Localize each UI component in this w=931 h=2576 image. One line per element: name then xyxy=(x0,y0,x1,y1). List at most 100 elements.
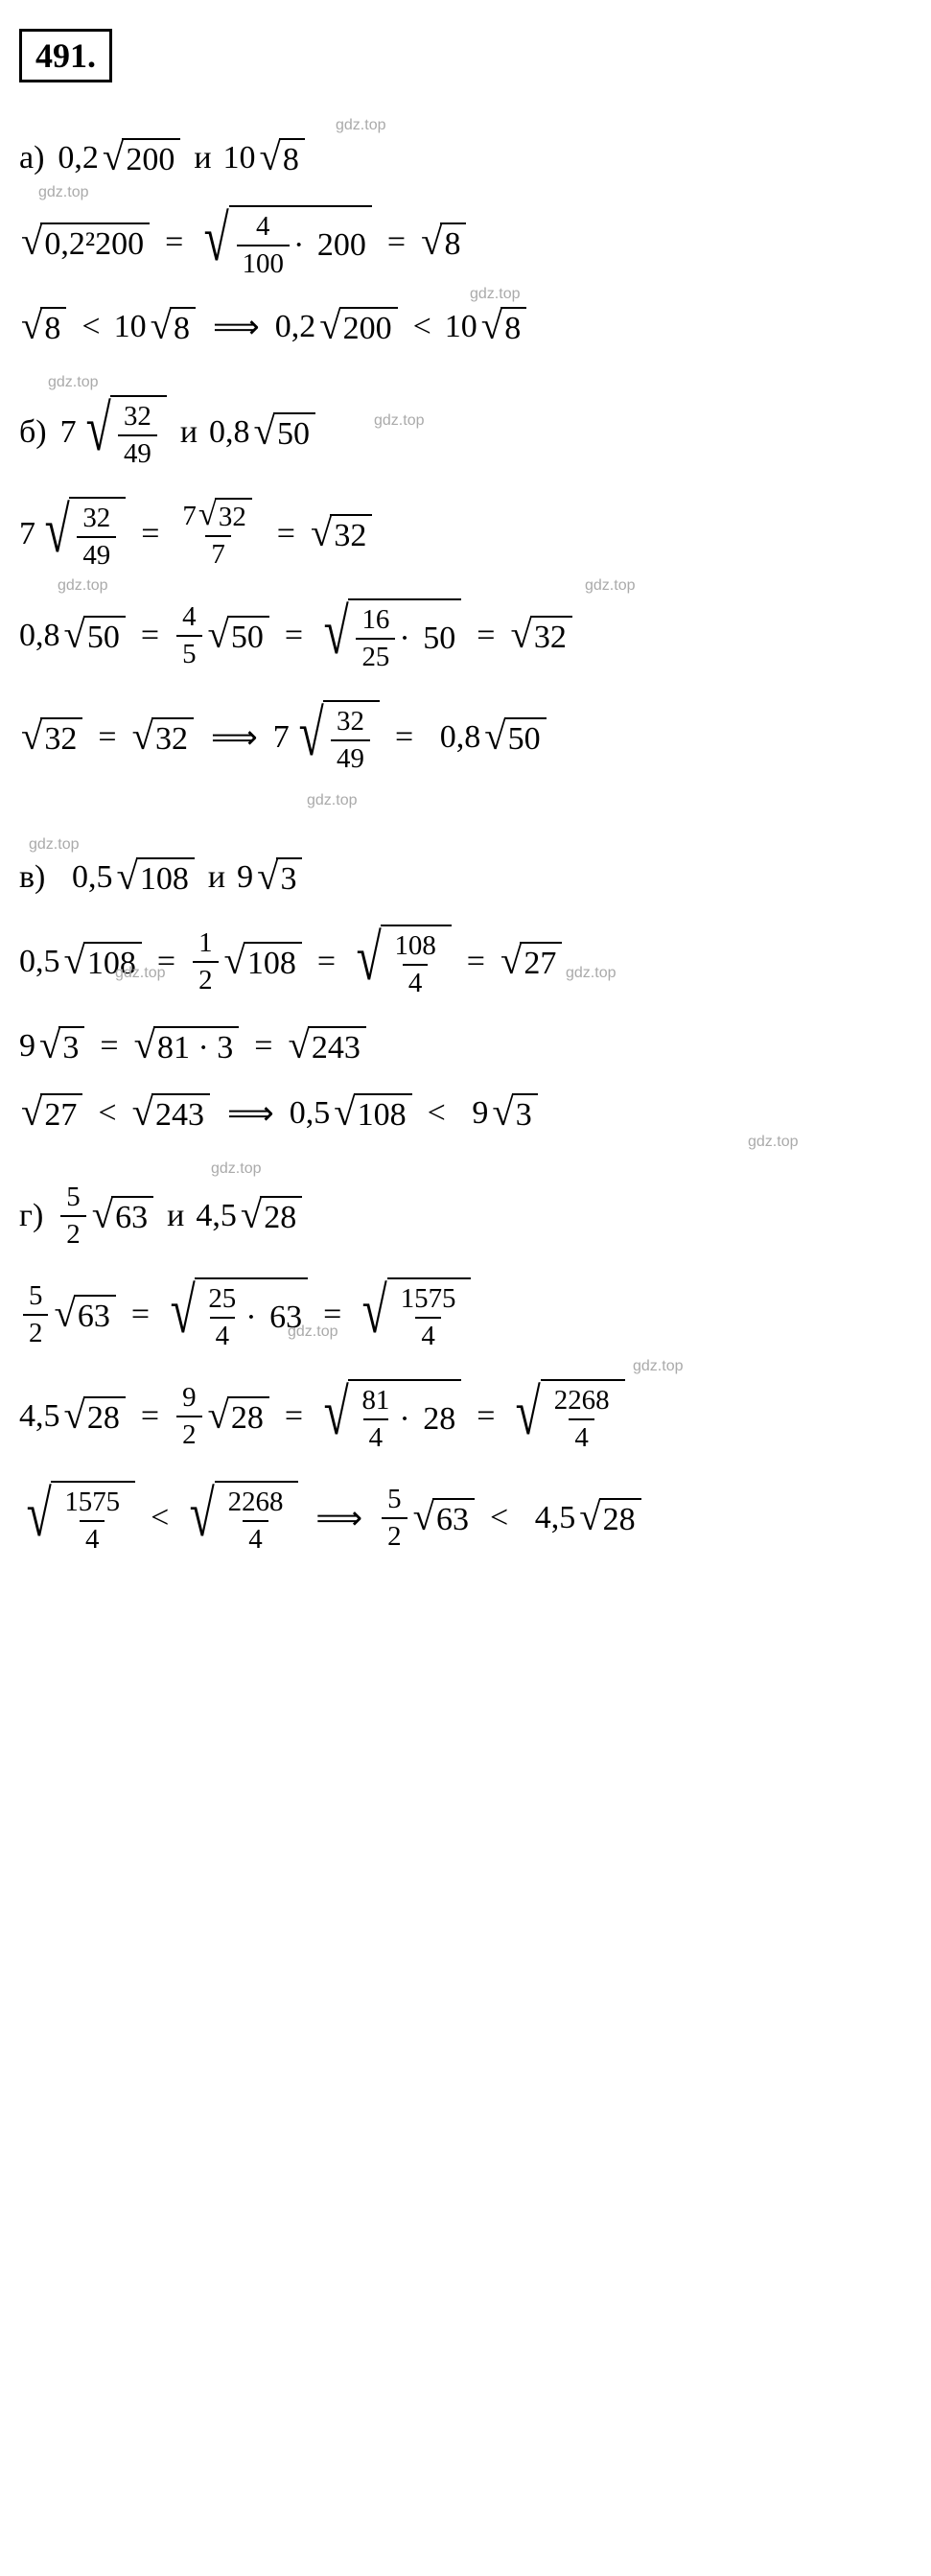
coef: 0,8 xyxy=(440,719,481,756)
equals: = xyxy=(395,719,413,756)
part-b-header: gdz.top gdz.top б) 7 √ 3249 и 0,8 √50 xyxy=(19,395,912,470)
sqrt: √27 xyxy=(21,1093,82,1134)
fraction: 4100 xyxy=(237,211,290,280)
sqrt: √ 3249 xyxy=(293,700,380,775)
and: и xyxy=(194,140,211,176)
sqrt: √8 xyxy=(421,222,466,263)
coef: 9 xyxy=(19,1028,35,1065)
sqrt: √32 xyxy=(510,616,571,656)
coef: 7 xyxy=(19,516,35,552)
equals: = xyxy=(277,516,295,552)
sqrt: √200 xyxy=(319,307,397,347)
sqrt: √243 xyxy=(288,1026,365,1066)
coef: 9 xyxy=(472,1095,488,1132)
dot: · xyxy=(245,1300,256,1336)
part-d: gdz.top г) 52 √63 и 4,5 √28 gdz.top 52 √… xyxy=(19,1182,912,1556)
sqrt: √ 254 · 63 xyxy=(165,1277,308,1352)
equals: = xyxy=(467,944,485,980)
fraction: 1625 xyxy=(356,604,395,673)
sqrt: √ 3249 xyxy=(39,497,126,572)
fraction: 52 xyxy=(23,1280,48,1349)
fraction: 52 xyxy=(60,1182,85,1251)
equals: = xyxy=(157,944,175,980)
coef: 0,8 xyxy=(19,618,60,654)
sqrt: √200 xyxy=(103,138,180,178)
sqrt: √50 xyxy=(484,717,546,758)
watermark: gdz.top xyxy=(336,117,385,134)
equals: = xyxy=(98,719,116,756)
part-a-line2: gdz.top √8 < 10 √8 ⟹ 0,2 √200 < 10 √8 xyxy=(19,307,912,347)
sqrt: √8 xyxy=(481,307,526,347)
part-b: gdz.top gdz.top б) 7 √ 3249 и 0,8 √50 7 … xyxy=(19,395,912,809)
and: и xyxy=(167,1198,184,1234)
coef: 4,5 xyxy=(19,1398,60,1435)
sqrt: √81 · 3 xyxy=(134,1026,240,1066)
equals: = xyxy=(285,618,303,654)
fraction: 45 xyxy=(176,601,201,670)
dot: · xyxy=(399,621,409,657)
coef: 10 xyxy=(114,309,147,345)
sqrt: √108 xyxy=(334,1093,411,1134)
sqrt: √32 xyxy=(198,498,252,533)
sqrt: √50 xyxy=(208,616,269,656)
sqrt: √ 15754 xyxy=(21,1481,135,1556)
watermark: gdz.top xyxy=(470,286,520,303)
sqrt: √8 xyxy=(151,307,196,347)
watermark: gdz.top xyxy=(566,965,616,982)
coef: 0,2 xyxy=(275,309,316,345)
equals: = xyxy=(141,618,159,654)
implies-arrow: ⟹ xyxy=(315,1499,362,1537)
watermark: gdz.top xyxy=(585,577,635,595)
part-b-line3: √32 = √32 ⟹ 7 √ 3249 = 0,8 √50 xyxy=(19,700,912,775)
equals: = xyxy=(323,1297,341,1333)
equals: = xyxy=(254,1028,272,1065)
coef: 7 xyxy=(60,414,77,451)
sqrt: √32 xyxy=(21,717,82,758)
equals: = xyxy=(141,1398,159,1435)
equals: = xyxy=(387,224,406,261)
equals: = xyxy=(165,224,183,261)
sqrt: √28 xyxy=(64,1396,126,1437)
fraction: 3249 xyxy=(331,706,370,775)
part-b-line1: 7 √ 3249 = 7√32 7 = √32 xyxy=(19,497,912,572)
implies-arrow: ⟹ xyxy=(227,1094,274,1133)
coef: 0,8 xyxy=(209,414,250,451)
sqrt: √0,2²200 xyxy=(21,222,150,263)
fraction: 1084 xyxy=(388,930,441,999)
sqrt: √28 xyxy=(208,1396,269,1437)
sqrt: √108 xyxy=(116,857,194,898)
less-than: < xyxy=(151,1500,169,1536)
part-b-line2: gdz.top gdz.top 0,8 √50 = 45 √50 = √ 162… xyxy=(19,598,912,673)
coef: 4,5 xyxy=(196,1198,237,1234)
sqrt: √ 22684 xyxy=(184,1481,298,1556)
watermark: gdz.top xyxy=(48,374,98,391)
coef: 10 xyxy=(445,309,477,345)
equals: = xyxy=(100,1028,118,1065)
watermark: gdz.top xyxy=(29,836,79,854)
sqrt: √243 xyxy=(132,1093,210,1134)
coef: 0,5 xyxy=(290,1095,331,1132)
fraction: 814 xyxy=(356,1385,395,1454)
and: и xyxy=(180,414,198,451)
part-c: gdz.top в) 0,5 √108 и 9 √3 gdz.top gdz.t… xyxy=(19,857,912,1134)
watermark: gdz.top xyxy=(748,1134,798,1151)
equals: = xyxy=(131,1297,150,1333)
sqrt: √ 22684 xyxy=(510,1379,624,1454)
part-label: г) xyxy=(19,1198,43,1234)
part-d-line3: √ 15754 < √ 22684 ⟹ 52 √63 < 4,5 √28 xyxy=(19,1481,912,1556)
equals: = xyxy=(317,944,336,980)
fraction: 254 xyxy=(202,1283,242,1352)
less-than: < xyxy=(490,1500,508,1536)
sqrt: √3 xyxy=(492,1093,537,1134)
less-than: < xyxy=(413,309,431,345)
sqrt: √63 xyxy=(54,1295,115,1335)
coef: 0,2 xyxy=(58,140,99,176)
equals: = xyxy=(477,1398,495,1435)
equals: = xyxy=(141,516,159,552)
sqrt: √ 1084 xyxy=(351,925,452,999)
and: и xyxy=(208,859,225,896)
implies-arrow: ⟹ xyxy=(211,718,258,757)
sqrt: √50 xyxy=(254,412,315,453)
sqrt: √ 3249 xyxy=(81,395,167,470)
part-a-line1: gdz.top √0,2²200 = √ 4100 · 200 = √8 xyxy=(19,205,912,280)
